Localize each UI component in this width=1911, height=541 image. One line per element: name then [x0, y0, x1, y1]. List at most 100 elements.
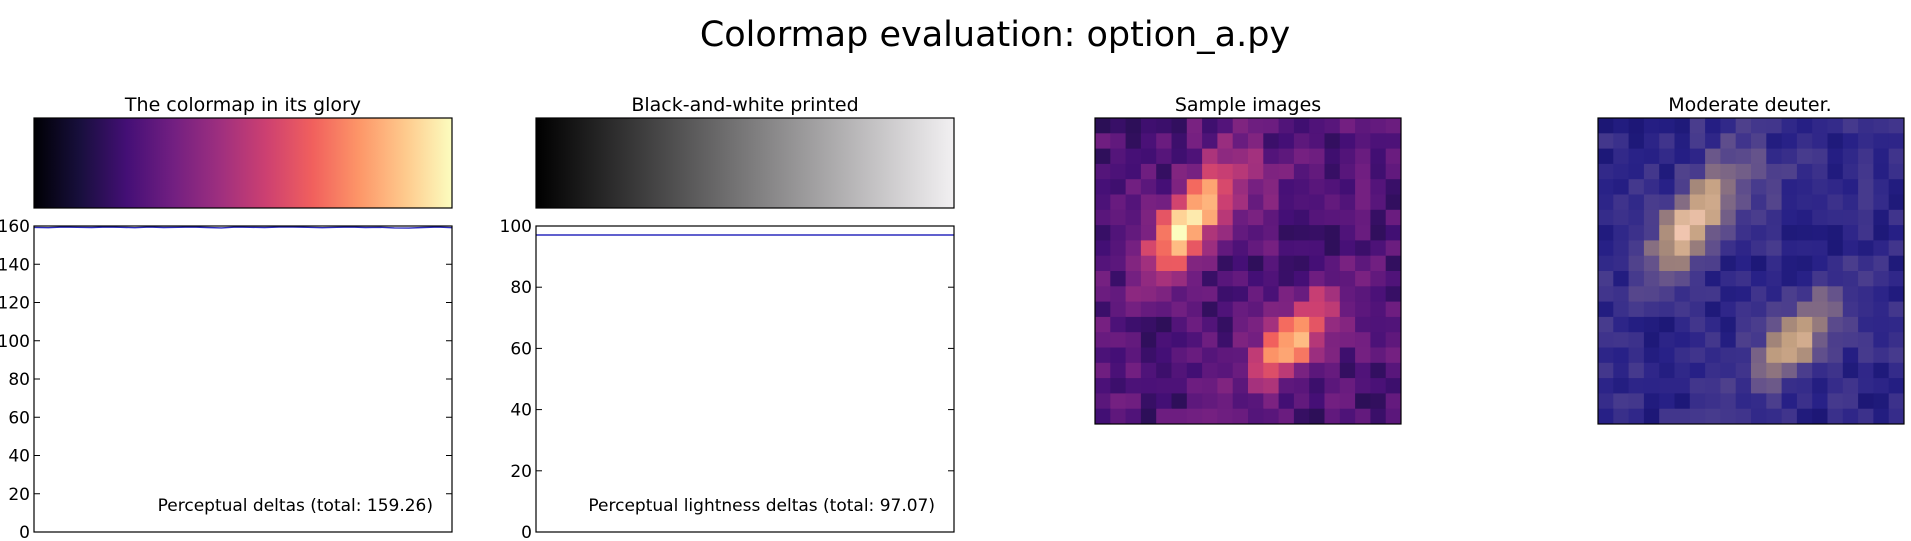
heatmap-cell: [1720, 408, 1737, 425]
heatmap-cell: [1598, 209, 1614, 226]
heatmap-cell: [1888, 194, 1905, 211]
heatmap-cell: [1858, 301, 1874, 318]
heatmap-cell: [1858, 316, 1874, 333]
heatmap-cell: [1110, 179, 1127, 195]
heatmap-cell: [1888, 378, 1905, 394]
heatmap-cell: [1751, 301, 1767, 318]
heatmap-cell: [1766, 225, 1783, 241]
heatmap-cell: [1766, 209, 1783, 226]
heatmap-cell: [1689, 240, 1706, 257]
heatmap-cell: [1339, 286, 1356, 303]
heatmap-cell: [1812, 240, 1828, 257]
heatmap-cell: [1812, 301, 1828, 318]
heatmap-cell: [1766, 347, 1783, 364]
heatmap-cell: [1248, 194, 1264, 211]
heatmap-cell: [1293, 316, 1310, 333]
heatmap-cell: [1293, 347, 1310, 364]
heatmap-cell: [1355, 408, 1371, 425]
heatmap-cell: [1293, 301, 1310, 318]
heatmap-cell: [1705, 255, 1721, 272]
heatmap-cell: [1293, 408, 1310, 425]
heatmap-cell: [1355, 240, 1371, 257]
heatmap-cell: [1232, 378, 1249, 394]
heatmap-cell: [1781, 316, 1798, 333]
heatmap-cell: [1263, 209, 1280, 226]
heatmap-cell: [1248, 378, 1264, 394]
heatmap-cell: [1689, 118, 1706, 134]
heatmap-cell: [1613, 163, 1630, 180]
heatmap-cell: [1293, 378, 1310, 394]
heatmap-cell: [1217, 271, 1234, 287]
heatmap-cell: [1186, 332, 1203, 348]
heatmap-cell: [1324, 408, 1341, 425]
heatmap-cell: [1613, 286, 1630, 303]
heatmap-cell: [1643, 255, 1660, 272]
heatmap-cell: [1339, 240, 1356, 257]
heatmap-cell: [1598, 163, 1614, 180]
heatmap-cell: [1888, 133, 1905, 150]
heatmap-cell: [1293, 332, 1310, 348]
heatmap-cell: [1309, 378, 1325, 394]
heatmap-cell: [1842, 286, 1859, 303]
heatmap-cell: [1263, 332, 1280, 348]
heatmap-cell: [1232, 408, 1249, 425]
heatmap-cell: [1873, 255, 1890, 272]
heatmap-cell: [1217, 194, 1234, 211]
heatmap-cell: [1202, 362, 1218, 379]
heatmap-cell: [1812, 408, 1828, 425]
heatmap-cell: [1796, 362, 1813, 379]
heatmap-cell: [1095, 209, 1111, 226]
heatmap-cell: [1339, 408, 1356, 425]
heatmap-cell: [1735, 393, 1752, 410]
heatmap-cell: [1309, 225, 1325, 241]
heatmap-cell: [1751, 286, 1767, 303]
heatmap-cell: [1370, 225, 1387, 241]
heatmap-cell: [1186, 301, 1203, 318]
heatmap-cell: [1385, 225, 1402, 241]
heatmap-cell: [1735, 148, 1752, 165]
heatmap-cell: [1171, 163, 1188, 180]
heatmap-cell: [1705, 301, 1721, 318]
heatmap-cell: [1812, 286, 1828, 303]
heatmap-cell: [1720, 118, 1737, 134]
heatmap-cell: [1613, 271, 1630, 287]
y-axis-ticks: 0 20 40 60 80 100 120 140 160: [0, 217, 452, 541]
heatmap-cell: [1385, 240, 1402, 257]
heatmap-cell: [1156, 179, 1172, 195]
heatmap-cell: [1309, 286, 1325, 303]
heatmap-cell: [1110, 255, 1127, 272]
heatmap-cell: [1689, 378, 1706, 394]
heatmap-cell: [1202, 332, 1218, 348]
heatmap-cell: [1796, 255, 1813, 272]
heatmap-cell: [1705, 225, 1721, 241]
heatmap-cell: [1873, 332, 1890, 348]
heatmap-cell: [1720, 194, 1737, 211]
heatmap-cell: [1217, 163, 1234, 180]
heatmap-cell: [1186, 179, 1203, 195]
heatmap-cell: [1339, 301, 1356, 318]
heatmap-cell: [1248, 225, 1264, 241]
heatmap-cell: [1202, 316, 1218, 333]
heatmap-cell: [1278, 316, 1295, 333]
heatmap-cell: [1873, 301, 1890, 318]
heatmap-cell: [1659, 225, 1675, 241]
heatmap-cell: [1781, 255, 1798, 272]
heatmap-cell: [1689, 209, 1706, 226]
heatmap-cell: [1674, 393, 1691, 410]
heatmap-cell: [1140, 347, 1157, 364]
heatmap-cell: [1781, 378, 1798, 394]
y-tick-label: 100: [0, 332, 30, 352]
heatmap-cell: [1598, 393, 1614, 410]
heatmap-cell: [1613, 316, 1630, 333]
heatmap-cell: [1796, 209, 1813, 226]
heatmap-cell: [1705, 378, 1721, 394]
heatmap-cell: [1598, 301, 1614, 318]
heatmap-cell: [1766, 393, 1783, 410]
heatmap-cell: [1186, 194, 1203, 211]
heatmap-cell: [1293, 362, 1310, 379]
heatmap-cell: [1659, 378, 1675, 394]
heatmap-cell: [1140, 118, 1157, 134]
heatmap-cell: [1309, 179, 1325, 195]
heatmap-cell: [1355, 301, 1371, 318]
heatmap-cell: [1674, 118, 1691, 134]
